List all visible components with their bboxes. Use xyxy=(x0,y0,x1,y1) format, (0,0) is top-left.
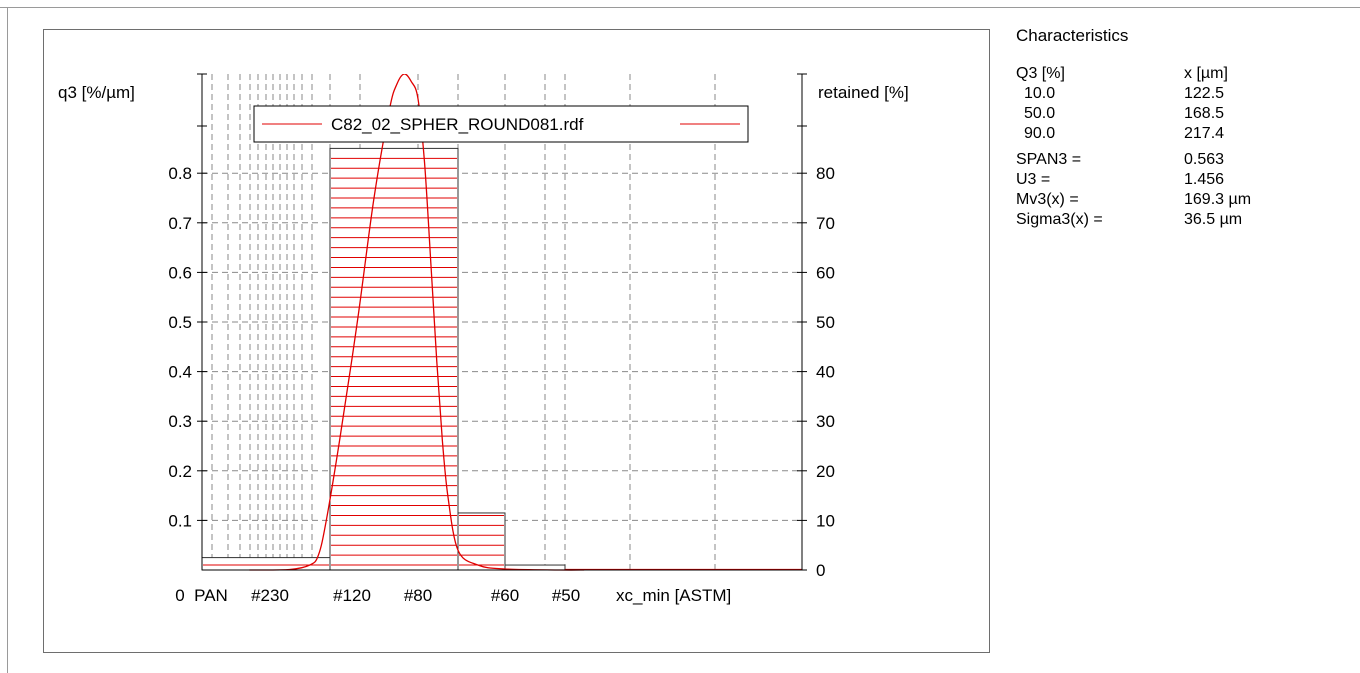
bar-outline xyxy=(329,147,459,571)
density-curve xyxy=(249,74,585,571)
quantile-q3: 90.0 xyxy=(1024,125,1056,142)
quantile-q3: 50.0 xyxy=(1024,105,1056,122)
bar-outline xyxy=(457,512,506,571)
x-tick-label: #50 xyxy=(552,586,580,605)
x-axis-label: xc_min [ASTM] xyxy=(616,586,731,605)
x-column-header: x [µm] xyxy=(1184,65,1228,82)
y-tick-label-right: 10 xyxy=(816,511,835,530)
x-tick-label: #60 xyxy=(491,586,519,605)
x-tick-label: #230 xyxy=(251,586,289,605)
legend: C82_02_SPHER_ROUND081.rdf xyxy=(253,105,749,143)
y-tick-label-left: 0.5 xyxy=(168,313,192,332)
y-tick-label-right: 60 xyxy=(816,263,835,282)
quantile-q3: 10.0 xyxy=(1024,85,1056,102)
y-tick-label-right: 50 xyxy=(816,313,835,332)
stat-row: SPAN3 = 0.563 xyxy=(1016,150,1336,170)
y-tick-label-right: 70 xyxy=(816,214,835,233)
characteristics-panel: Characteristics Q3 [%] x [µm] 10.0 122.5… xyxy=(1016,26,1346,306)
stat-value: 169.3 µm xyxy=(1184,191,1252,208)
legend-box xyxy=(253,105,749,143)
y-tick-label-left: 0.7 xyxy=(168,214,192,233)
tick-labels: 0.1 0.2 0.3 0.4 0.5 0.6 0.7 0.8 0 10 20 30 40 50 60 70 8… xyxy=(168,164,835,605)
stat-label: Sigma3(x) = xyxy=(1016,211,1103,228)
x-tick-label: #120 xyxy=(333,586,371,605)
y-tick-label-right: 30 xyxy=(816,412,835,431)
quantile-x: 122.5 xyxy=(1184,85,1225,102)
histogram-bar xyxy=(329,147,459,571)
y-tick-label-right: 0 xyxy=(816,561,825,580)
stat-label: SPAN3 = xyxy=(1016,151,1082,168)
histogram-bars xyxy=(201,147,566,571)
y-tick-label-left: 0.1 xyxy=(168,511,192,530)
x-tick-label: #80 xyxy=(404,586,432,605)
stat-value: 0.563 xyxy=(1184,151,1225,168)
quantile-row: 90.0 217.4 xyxy=(1016,124,1336,144)
y-tick-label-left: 0.3 xyxy=(168,412,192,431)
window-frame-top xyxy=(0,7,1360,8)
stat-row: Mv3(x) = 169.3 µm xyxy=(1016,190,1336,210)
stat-row: U3 = 1.456 xyxy=(1016,170,1336,190)
window-frame-left xyxy=(7,7,8,673)
stat-label: U3 = xyxy=(1016,171,1051,188)
y-tick-label-right: 80 xyxy=(816,164,835,183)
stat-value: 36.5 µm xyxy=(1184,211,1243,228)
y-tick-label-right: 20 xyxy=(816,462,835,481)
q3-column-header: Q3 [%] xyxy=(1016,65,1065,82)
characteristics-header: Q3 [%] x [µm] xyxy=(1016,64,1336,84)
x-tick-label: 0 xyxy=(175,586,184,605)
x-tick-label: PAN xyxy=(194,586,228,605)
quantile-row: 10.0 122.5 xyxy=(1016,84,1336,104)
y-tick-label-left: 0.4 xyxy=(168,363,192,382)
quantile-x: 168.5 xyxy=(1184,105,1225,122)
quantile-row: 50.0 168.5 xyxy=(1016,104,1336,124)
y-axis-label-left: q3 [%/µm] xyxy=(58,83,135,102)
y-axis-label-right: retained [%] xyxy=(818,83,909,102)
histogram-bar xyxy=(457,512,506,571)
y-tick-label-left: 0.6 xyxy=(168,263,192,282)
particle-size-chart: 0.1 0.2 0.3 0.4 0.5 0.6 0.7 0.8 0 10 20 30 40 50 60 70 8… xyxy=(58,73,909,605)
stat-label: Mv3(x) = xyxy=(1016,191,1079,208)
quantile-x: 217.4 xyxy=(1184,125,1225,142)
y-tick-label-left: 0.2 xyxy=(168,462,192,481)
legend-series-name: C82_02_SPHER_ROUND081.rdf xyxy=(331,115,584,134)
stat-row: Sigma3(x) = 36.5 µm xyxy=(1016,210,1336,230)
axes xyxy=(197,73,807,571)
grid-lines xyxy=(202,74,802,570)
y-tick-label-left: 0.8 xyxy=(168,164,192,183)
stat-value: 1.456 xyxy=(1184,171,1225,188)
characteristics-title: Characteristics xyxy=(1016,26,1129,45)
y-tick-label-right: 40 xyxy=(816,363,835,382)
